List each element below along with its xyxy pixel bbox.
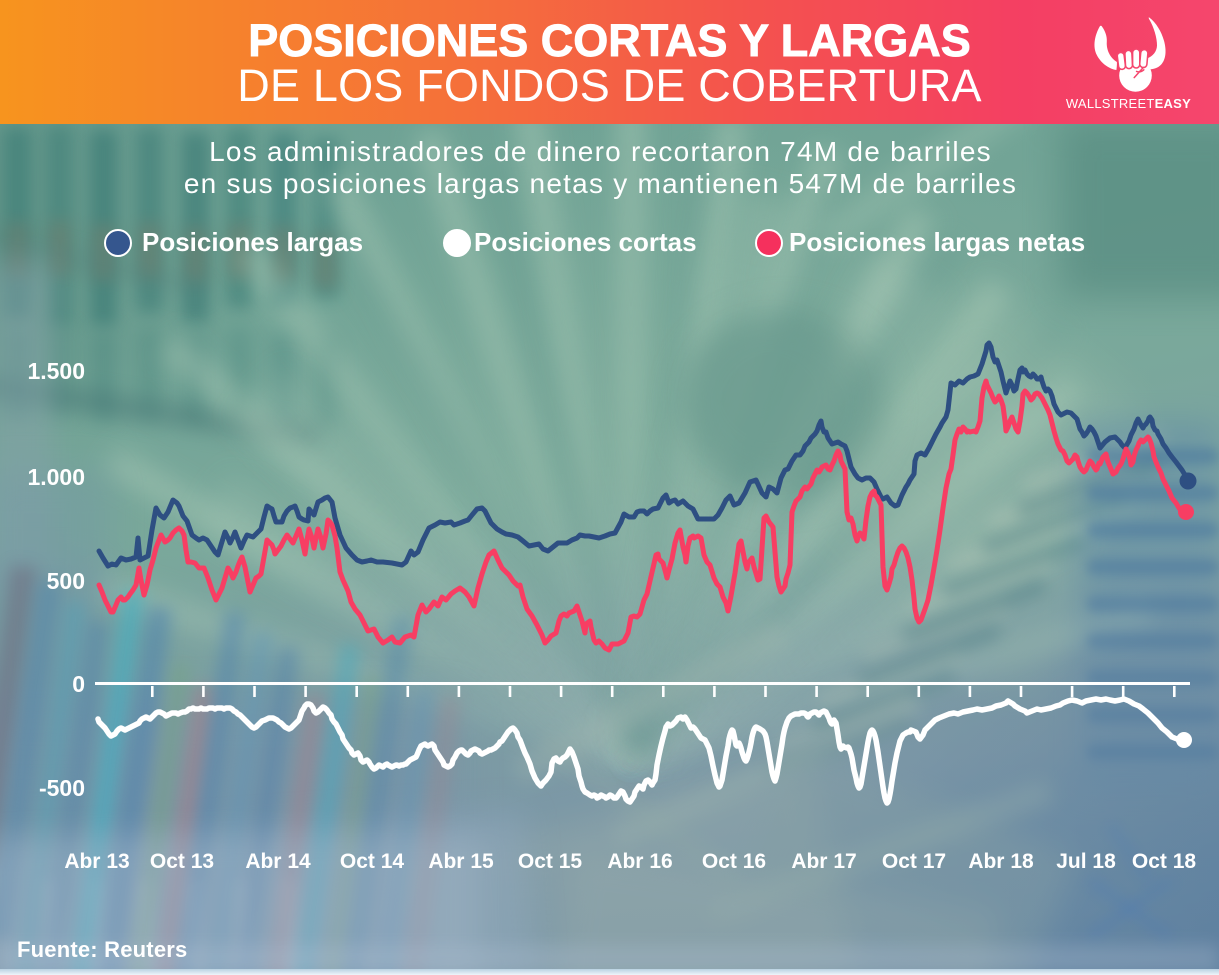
svg-text:Oct 14: Oct 14 — [340, 850, 405, 873]
svg-text:500: 500 — [47, 568, 85, 594]
svg-text:-500: -500 — [39, 775, 85, 801]
svg-text:Abr 13: Abr 13 — [64, 850, 129, 873]
svg-text:Abr 17: Abr 17 — [791, 850, 856, 873]
svg-text:Abr 15: Abr 15 — [428, 850, 494, 873]
svg-text:Oct 17: Oct 17 — [882, 850, 946, 873]
svg-text:Abr 18: Abr 18 — [968, 850, 1034, 873]
svg-text:Oct 13: Oct 13 — [150, 850, 214, 873]
svg-text:Oct 16: Oct 16 — [702, 850, 766, 873]
svg-text:Oct 18: Oct 18 — [1132, 850, 1197, 873]
svg-text:Oct 15: Oct 15 — [518, 850, 583, 873]
svg-text:Abr 14: Abr 14 — [245, 850, 311, 873]
svg-text:0: 0 — [72, 671, 85, 697]
svg-text:1.000: 1.000 — [27, 464, 85, 490]
svg-text:Jul 18: Jul 18 — [1056, 850, 1116, 873]
svg-text:1.500: 1.500 — [27, 358, 85, 384]
svg-text:Abr 16: Abr 16 — [607, 850, 672, 873]
